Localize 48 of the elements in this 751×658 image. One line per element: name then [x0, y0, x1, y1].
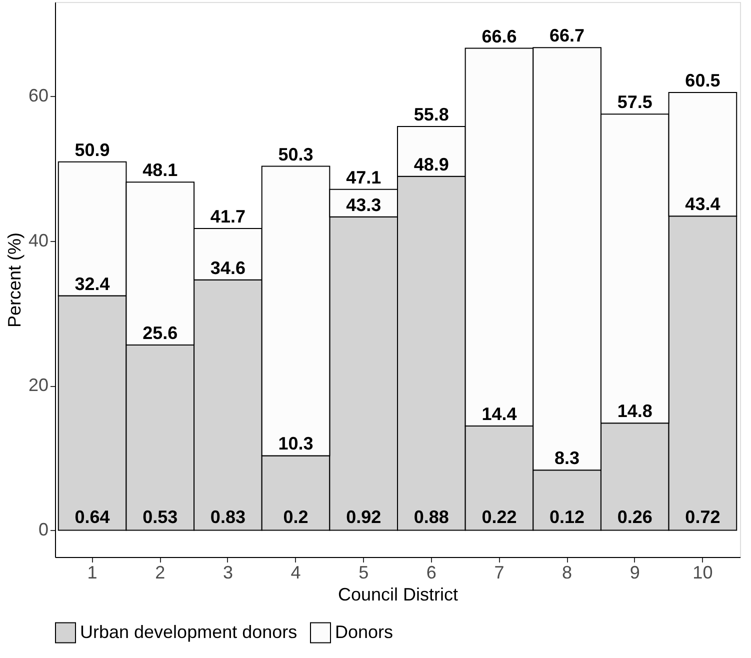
legend-label: Donors — [335, 622, 394, 642]
annotation: 0.88 — [414, 507, 449, 528]
annotation: 0.53 — [142, 507, 178, 528]
x-tick-label: 5 — [358, 562, 369, 582]
total-label: 50.3 — [278, 144, 314, 164]
data-label: 14.8 — [617, 401, 652, 422]
annotation: 0.72 — [685, 507, 720, 528]
x-tick-label: 1 — [87, 562, 98, 582]
total-label: 47.1 — [346, 167, 382, 188]
y-axis-title: Percent (%) — [4, 232, 24, 328]
x-tick-label: 4 — [290, 562, 301, 582]
data-label: 34.6 — [210, 258, 246, 278]
data-label: 14.4 — [482, 404, 517, 424]
data-label: 43.3 — [346, 194, 382, 215]
annotation: 0.12 — [550, 507, 585, 528]
annotation: 0.92 — [346, 507, 382, 528]
x-axis-title: Council District — [338, 584, 458, 604]
x-tick-label: 10 — [692, 562, 713, 582]
total-label: 57.5 — [617, 92, 652, 112]
x-tick-label: 3 — [222, 562, 233, 582]
total-label: 66.7 — [550, 26, 585, 46]
data-label: 25.6 — [142, 322, 178, 343]
data-label: 43.4 — [685, 194, 720, 214]
annotation: 0.26 — [617, 507, 652, 528]
total-label: 50.9 — [74, 140, 110, 160]
data-label: 8.3 — [554, 448, 580, 468]
x-tick-label: 2 — [155, 562, 166, 582]
x-tick-label: 7 — [494, 562, 504, 582]
annotation: 0.22 — [482, 507, 517, 528]
data-label: 10.3 — [278, 434, 314, 454]
x-tick-label: 6 — [426, 562, 436, 582]
x-tick-label: 8 — [562, 562, 572, 582]
total-label: 48.1 — [142, 160, 178, 180]
y-tick-label: 40 — [28, 230, 48, 250]
y-tick-label: 0 — [38, 520, 48, 540]
total-label: 55.8 — [414, 104, 449, 124]
x-tick-label: 9 — [630, 562, 640, 582]
annotation: 0.83 — [210, 507, 246, 528]
total-label: 60.5 — [685, 70, 720, 90]
annotation: 0.2 — [283, 507, 308, 528]
total-label: 66.6 — [482, 26, 517, 46]
total-label: 41.7 — [210, 206, 246, 226]
legend-label: Urban development donors — [80, 622, 298, 642]
annotation: 0.64 — [74, 507, 110, 528]
data-label: 48.9 — [414, 154, 449, 174]
data-label: 32.4 — [74, 274, 110, 294]
y-tick-label: 20 — [28, 375, 48, 396]
y-tick-label: 60 — [28, 86, 48, 106]
